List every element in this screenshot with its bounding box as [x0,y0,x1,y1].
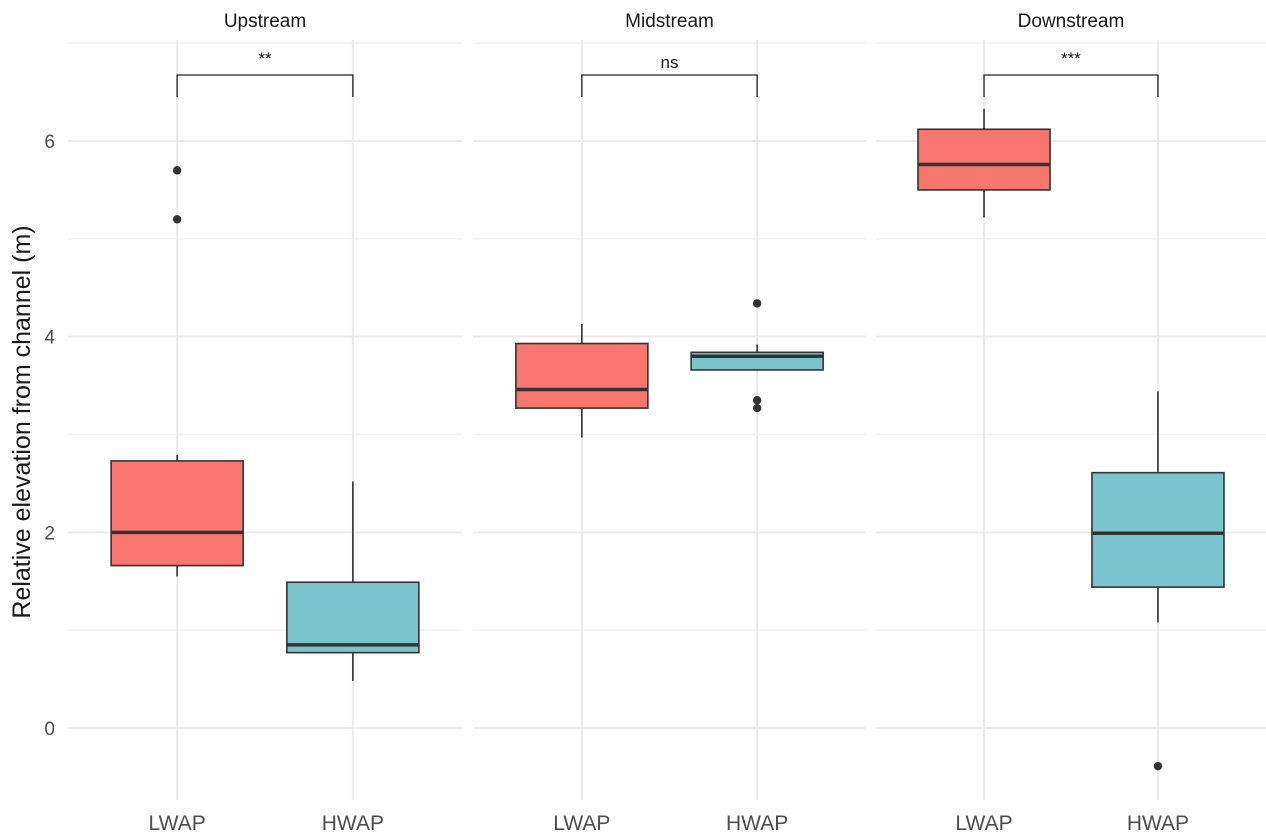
x-tick-label: HWAP [726,812,788,835]
significance-label: ** [258,49,272,68]
box-hwap [690,299,824,413]
outlier-point [752,299,762,308]
y-tick-label: 2 [44,523,55,544]
outlier-point [1153,761,1163,771]
y-tick-label: 0 [44,719,55,740]
x-tick-label: HWAP [1127,812,1189,835]
significance-label: ns [661,53,679,72]
significance-bracket [983,74,1159,97]
panel-upstream: Upstream LWAP HWAP ** [110,11,420,835]
box-iqr [917,128,1051,191]
outlier-point [172,166,182,175]
x-tick-label: LWAP [149,812,206,835]
x-tick-label: LWAP [955,812,1012,835]
outlier-point [172,215,182,224]
x-tick-label: LWAP [553,812,610,835]
significance-bracket [581,74,758,97]
box-iqr [110,460,244,567]
panel-downstream: Downstream LWAP HWAP *** [917,11,1225,835]
outlier-point [752,403,762,413]
y-tick-label: 6 [44,132,55,153]
y-axis-label: Relative elevation from channel (m) [8,225,36,618]
box-iqr [286,581,420,654]
box-iqr [1091,471,1225,588]
panel-title: Midstream [625,11,714,32]
significance-label: *** [1061,49,1081,68]
box-iqr [515,342,649,409]
box-lwap [917,108,1051,218]
x-tick-label: HWAP [322,812,384,835]
box-lwap [515,323,649,438]
panel-midstream: Midstream LWAP HWAP ns [515,11,824,835]
panel-title: Upstream [224,11,306,32]
box-hwap [1091,391,1225,771]
box-lwap [110,166,244,577]
box-hwap [286,481,420,682]
y-axis: 0 2 4 6 [44,132,55,740]
grid-layer [68,40,1266,800]
significance-bracket [176,74,354,97]
panel-layer: Upstream LWAP HWAP ** Midstream LWAP HWAP ns Dow… [110,11,1225,835]
panel-title: Downstream [1018,11,1125,32]
y-tick-label: 4 [44,328,55,349]
outlier-point [752,396,762,405]
